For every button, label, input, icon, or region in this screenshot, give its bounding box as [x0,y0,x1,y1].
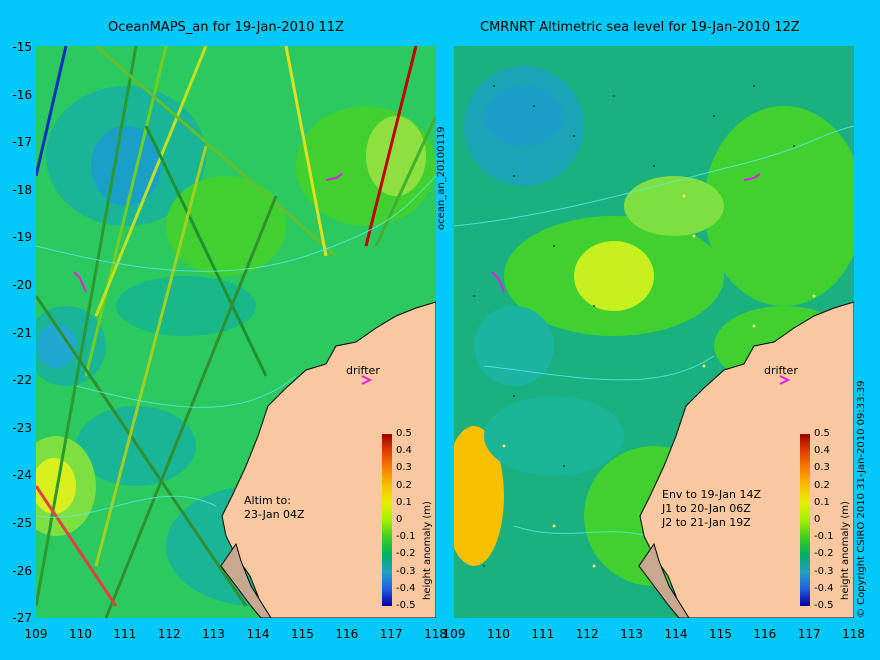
lon-tick: 114 [246,627,270,641]
colorbar-tick: 0.2 [396,479,412,491]
lon-tick: 115 [290,627,314,641]
lat-tick: -22 [12,373,32,388]
lon-tick: 116 [753,627,777,641]
lon-tick: 112 [157,627,181,641]
colorbar-tick: -0.5 [814,600,834,611]
lon-tick: 118 [842,627,866,641]
colorbar-tick: -0.2 [396,548,416,560]
right-note-line-1: Env to 19-Jan 14Z [662,488,762,501]
left-note-line-2: 23-Jan 04Z [244,508,305,521]
left-map-title: OceanMAPS_an for 19-Jan-2010 11Z [108,20,344,35]
left-map-panel [36,46,436,618]
lat-tick: -21 [12,325,32,340]
lat-tick: -17 [12,135,32,150]
colorbar-tick: 0 [396,514,403,525]
right-altimetry-note: Env to 19-Jan 14Z J1 to 20-Jan 06Z J2 to… [662,488,761,530]
lon-tick: 113 [620,627,644,641]
right-note-line-3: J2 to 21-Jan 19Z [662,516,751,529]
lat-tick: -16 [12,87,32,102]
colorbar-tick: 0.3 [814,462,830,474]
lon-tick: 115 [708,627,732,641]
colorbar-tick: 0.2 [814,479,830,491]
lon-tick: 111 [531,627,555,641]
lat-tick: -20 [12,278,32,292]
lon-tick: 110 [486,627,510,641]
left-note-line-1: Altim to: [244,494,291,507]
left-drifter-label: drifter [346,364,380,377]
lon-tick: 113 [202,627,226,641]
colorbar-label: height anomaly (m) [840,501,851,600]
colorbar-tick: -0.2 [814,548,834,560]
lat-tick: -27 [12,611,32,626]
colorbar-label: height anomaly (m) [422,501,433,600]
lat-tick: -24 [12,468,32,483]
lat-tick: -23 [12,420,32,435]
colorbar-tick: -0.4 [814,582,834,594]
colorbar-tick: 0.4 [396,445,412,457]
colorbar-tick: -0.5 [396,600,416,611]
colorbar-gradient [382,434,392,606]
file-id-label: ocean_an_20100119 [436,126,447,230]
lon-tick: 109 [442,627,466,641]
colorbar-tick: -0.3 [396,565,416,577]
colorbar-tick: 0.3 [396,462,412,474]
lon-tick: 117 [797,627,821,641]
lat-tick: -19 [12,230,32,245]
lon-tick: 109 [24,627,48,641]
left-altimetry-note: Altim to: 23-Jan 04Z [244,494,305,522]
colorbar-tick: -0.4 [396,582,416,594]
colorbar-tick: -0.3 [814,565,834,577]
colorbar-tick: 0.4 [814,445,830,457]
right-map-title: CMRNRT Altimetric sea level for 19-Jan-2… [480,20,800,35]
right-map-panel [454,46,854,618]
right-note-line-2: J1 to 20-Jan 06Z [662,502,751,515]
lat-tick: -18 [12,182,32,197]
colorbar-gradient [800,434,810,606]
colorbar-tick: -0.1 [396,531,416,543]
right-drifter-label: drifter [764,364,798,377]
colorbar-tick: 0.5 [814,428,830,439]
lon-tick: 112 [575,627,599,641]
lon-tick: 110 [68,627,92,641]
colorbar-tick: 0.5 [396,428,412,439]
lon-tick: 117 [379,627,403,641]
colorbar-tick: 0.1 [396,496,412,508]
copyright-label: © Copyright CSIRO 2010 31-Jan-2010 09:33… [856,380,867,618]
lat-tick: -26 [12,563,32,578]
lon-tick: 114 [664,627,688,641]
colorbar-tick: 0.1 [814,496,830,508]
colorbar-tick: 0 [814,514,821,525]
lat-tick: -25 [12,516,32,530]
lon-tick: 111 [113,627,137,641]
colorbar-tick: -0.1 [814,531,834,543]
lon-tick: 116 [335,627,359,641]
lat-tick: -15 [12,40,32,54]
lon-tick: 118 [424,627,448,641]
